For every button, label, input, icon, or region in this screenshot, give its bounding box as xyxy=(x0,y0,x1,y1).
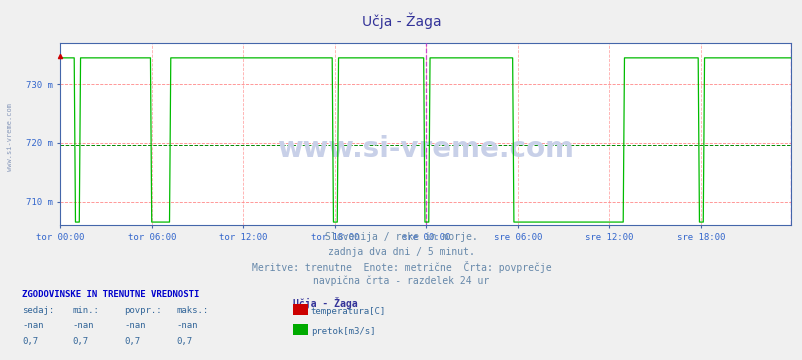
Text: 0,7: 0,7 xyxy=(176,337,192,346)
Text: www.si-vreme.com: www.si-vreme.com xyxy=(7,103,14,171)
Text: temperatura[C]: temperatura[C] xyxy=(310,307,386,316)
Text: 0,7: 0,7 xyxy=(22,337,38,346)
Text: ZGODOVINSKE IN TRENUTNE VREDNOSTI: ZGODOVINSKE IN TRENUTNE VREDNOSTI xyxy=(22,290,200,299)
Text: min.:: min.: xyxy=(72,306,99,315)
Text: -nan: -nan xyxy=(22,321,44,330)
Text: Slovenija / reke in morje.: Slovenija / reke in morje. xyxy=(325,232,477,242)
Text: navpična črta - razdelek 24 ur: navpična črta - razdelek 24 ur xyxy=(313,275,489,286)
Text: Učja - Žaga: Učja - Žaga xyxy=(361,13,441,29)
Text: 0,7: 0,7 xyxy=(124,337,140,346)
Text: Meritve: trenutne  Enote: metrične  Črta: povprečje: Meritve: trenutne Enote: metrične Črta: … xyxy=(251,261,551,273)
Text: pretok[m3/s]: pretok[m3/s] xyxy=(310,327,375,336)
Text: -nan: -nan xyxy=(124,321,146,330)
Text: zadnja dva dni / 5 minut.: zadnja dva dni / 5 minut. xyxy=(328,247,474,257)
Text: povpr.:: povpr.: xyxy=(124,306,162,315)
Text: www.si-vreme.com: www.si-vreme.com xyxy=(277,135,573,163)
Text: 0,7: 0,7 xyxy=(72,337,88,346)
Text: -nan: -nan xyxy=(72,321,94,330)
Text: -nan: -nan xyxy=(176,321,198,330)
Text: sedaj:: sedaj: xyxy=(22,306,55,315)
Text: Učja - Žaga: Učja - Žaga xyxy=(293,297,357,309)
Text: maks.:: maks.: xyxy=(176,306,209,315)
